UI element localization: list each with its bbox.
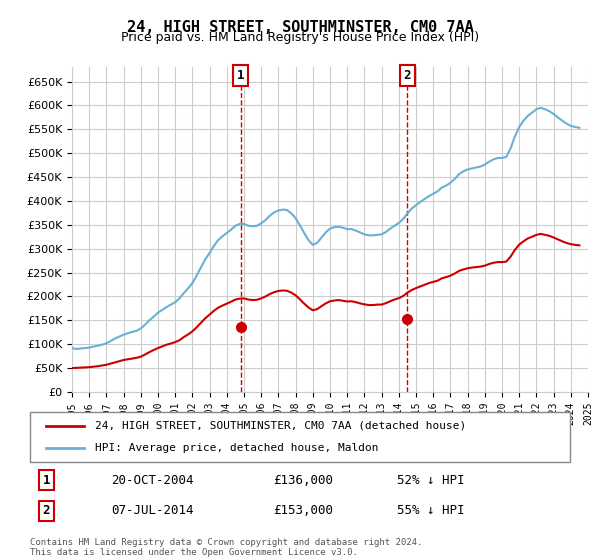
Text: 52% ↓ HPI: 52% ↓ HPI bbox=[397, 474, 465, 487]
FancyBboxPatch shape bbox=[30, 412, 570, 462]
Text: Price paid vs. HM Land Registry's House Price Index (HPI): Price paid vs. HM Land Registry's House … bbox=[121, 31, 479, 44]
Text: 2: 2 bbox=[43, 505, 50, 517]
Text: 24, HIGH STREET, SOUTHMINSTER, CM0 7AA: 24, HIGH STREET, SOUTHMINSTER, CM0 7AA bbox=[127, 20, 473, 35]
Text: 20-OCT-2004: 20-OCT-2004 bbox=[111, 474, 193, 487]
Text: 55% ↓ HPI: 55% ↓ HPI bbox=[397, 505, 465, 517]
Text: Contains HM Land Registry data © Crown copyright and database right 2024.
This d: Contains HM Land Registry data © Crown c… bbox=[30, 538, 422, 557]
Text: 07-JUL-2014: 07-JUL-2014 bbox=[111, 505, 193, 517]
Text: HPI: Average price, detached house, Maldon: HPI: Average price, detached house, Mald… bbox=[95, 443, 379, 453]
Text: 1: 1 bbox=[43, 474, 50, 487]
Text: 2: 2 bbox=[404, 69, 411, 82]
Text: £136,000: £136,000 bbox=[273, 474, 333, 487]
Text: £153,000: £153,000 bbox=[273, 505, 333, 517]
Text: 1: 1 bbox=[237, 69, 244, 82]
Text: 24, HIGH STREET, SOUTHMINSTER, CM0 7AA (detached house): 24, HIGH STREET, SOUTHMINSTER, CM0 7AA (… bbox=[95, 421, 466, 431]
